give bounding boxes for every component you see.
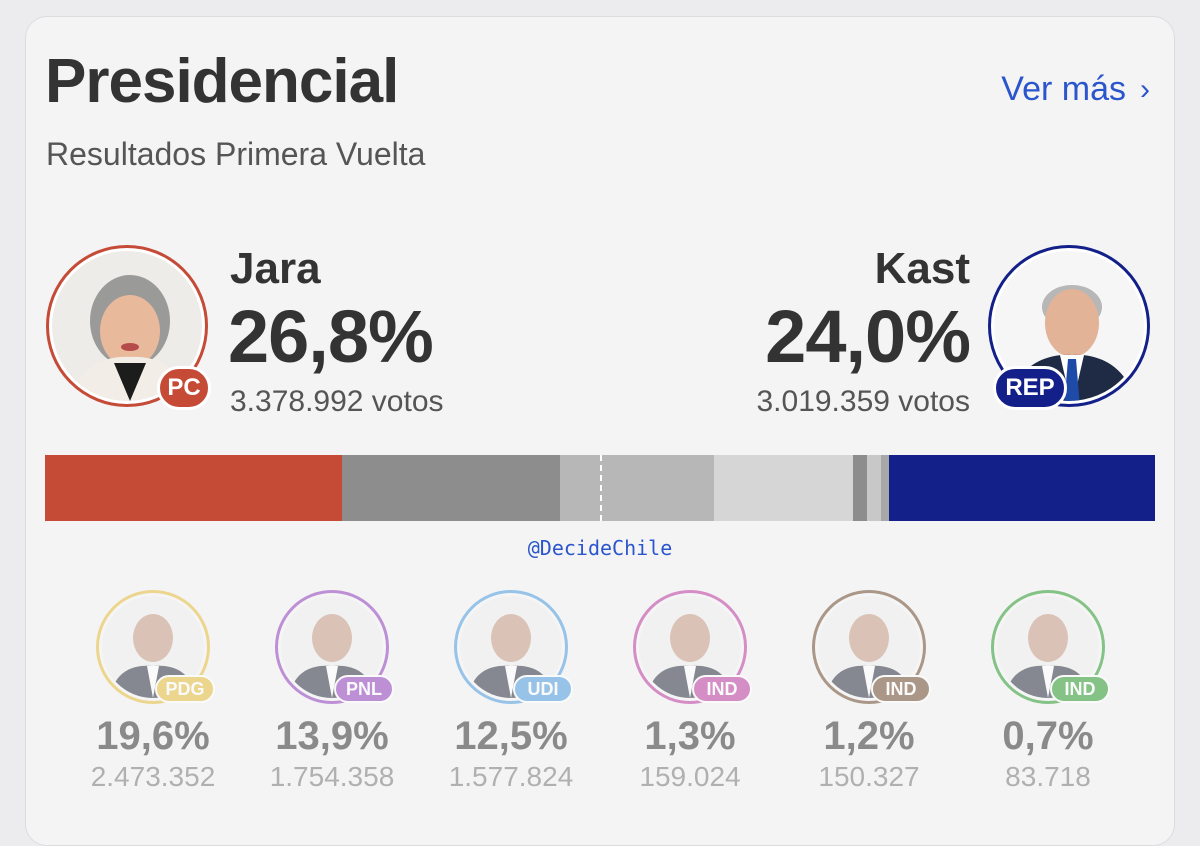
- candidate-card[interactable]: IND 1,2% 150.327: [779, 590, 959, 793]
- leader-pct-right: 24,0%: [765, 295, 971, 378]
- bar-segment-ind3: [880, 455, 889, 521]
- candidate-card[interactable]: UDI 12,5% 1.577.824: [421, 590, 601, 793]
- party-badge-pc: PC: [157, 366, 211, 410]
- candidate-votes: 150.327: [818, 761, 920, 792]
- party-badge: IND: [871, 675, 931, 703]
- candidate-pct: 1,2%: [823, 714, 915, 758]
- candidate-votes: 159.024: [639, 761, 741, 792]
- bar-segment-pdg: [342, 455, 561, 521]
- party-badge-rep: REP: [993, 366, 1067, 410]
- bar-segment-kast: [888, 455, 1155, 521]
- candidate-pct: 13,9%: [275, 714, 389, 758]
- leader-votes-right: 3.019.359 votos: [756, 385, 970, 418]
- leader-votes-left: 3.378.992 votos: [230, 385, 444, 418]
- party-badge: IND: [1050, 675, 1110, 703]
- presidential-results-card: [25, 16, 1175, 846]
- leader-name-right: Kast: [874, 244, 970, 293]
- party-badge: PNL: [334, 675, 394, 703]
- candidate-votes: 1.577.824: [448, 761, 574, 792]
- bar-segment-pnl: [560, 455, 715, 521]
- ver-mas-label: Ver más: [1001, 70, 1126, 108]
- candidate-votes: 1.754.358: [269, 761, 395, 792]
- candidate-avatar: IND: [633, 590, 752, 704]
- candidate-pct: 0,7%: [1002, 714, 1094, 758]
- results-bar: [45, 455, 1155, 521]
- candidate-votes: 83.718: [1005, 761, 1091, 792]
- candidate-avatar: PDG: [96, 590, 215, 704]
- candidate-avatar: IND: [991, 590, 1110, 704]
- party-badge: IND: [692, 675, 752, 703]
- candidate-card[interactable]: IND 1,3% 159.024: [600, 590, 780, 793]
- ver-mas-link[interactable]: Ver más ›: [1001, 70, 1150, 109]
- page-title: Presidencial: [45, 47, 399, 116]
- majority-line: [600, 455, 602, 521]
- leader-pct-left: 26,8%: [228, 295, 434, 378]
- jara-portrait-icon: [52, 251, 202, 401]
- bar-segment-udi: [714, 455, 854, 521]
- candidate-pct: 12,5%: [454, 714, 568, 758]
- leader-name-left: Jara: [230, 244, 321, 293]
- candidate-pct: 1,3%: [644, 714, 736, 758]
- bar-segment-jara: [45, 455, 343, 521]
- candidate-avatar: UDI: [454, 590, 573, 704]
- candidate-avatar: IND: [812, 590, 931, 704]
- avatar-jara[interactable]: PC: [46, 245, 211, 410]
- chevron-right-icon: ›: [1140, 72, 1150, 106]
- party-badge: UDI: [513, 675, 573, 703]
- party-badge: PDG: [155, 675, 215, 703]
- bar-segment-ind2: [867, 455, 881, 521]
- page-subtitle: Resultados Primera Vuelta: [46, 136, 426, 172]
- candidate-pct: 19,6%: [96, 714, 210, 758]
- candidate-avatar: PNL: [275, 590, 394, 704]
- bar-segment-ind1: [853, 455, 868, 521]
- candidate-card[interactable]: PDG 19,6% 2.473.352: [63, 590, 243, 793]
- avatar-kast[interactable]: REP: [988, 245, 1150, 410]
- candidate-votes: 2.473.352: [90, 761, 216, 792]
- candidate-card[interactable]: PNL 13,9% 1.754.358: [242, 590, 422, 793]
- watermark-handle: @DecideChile: [527, 536, 673, 560]
- candidate-card[interactable]: IND 0,7% 83.718: [958, 590, 1138, 793]
